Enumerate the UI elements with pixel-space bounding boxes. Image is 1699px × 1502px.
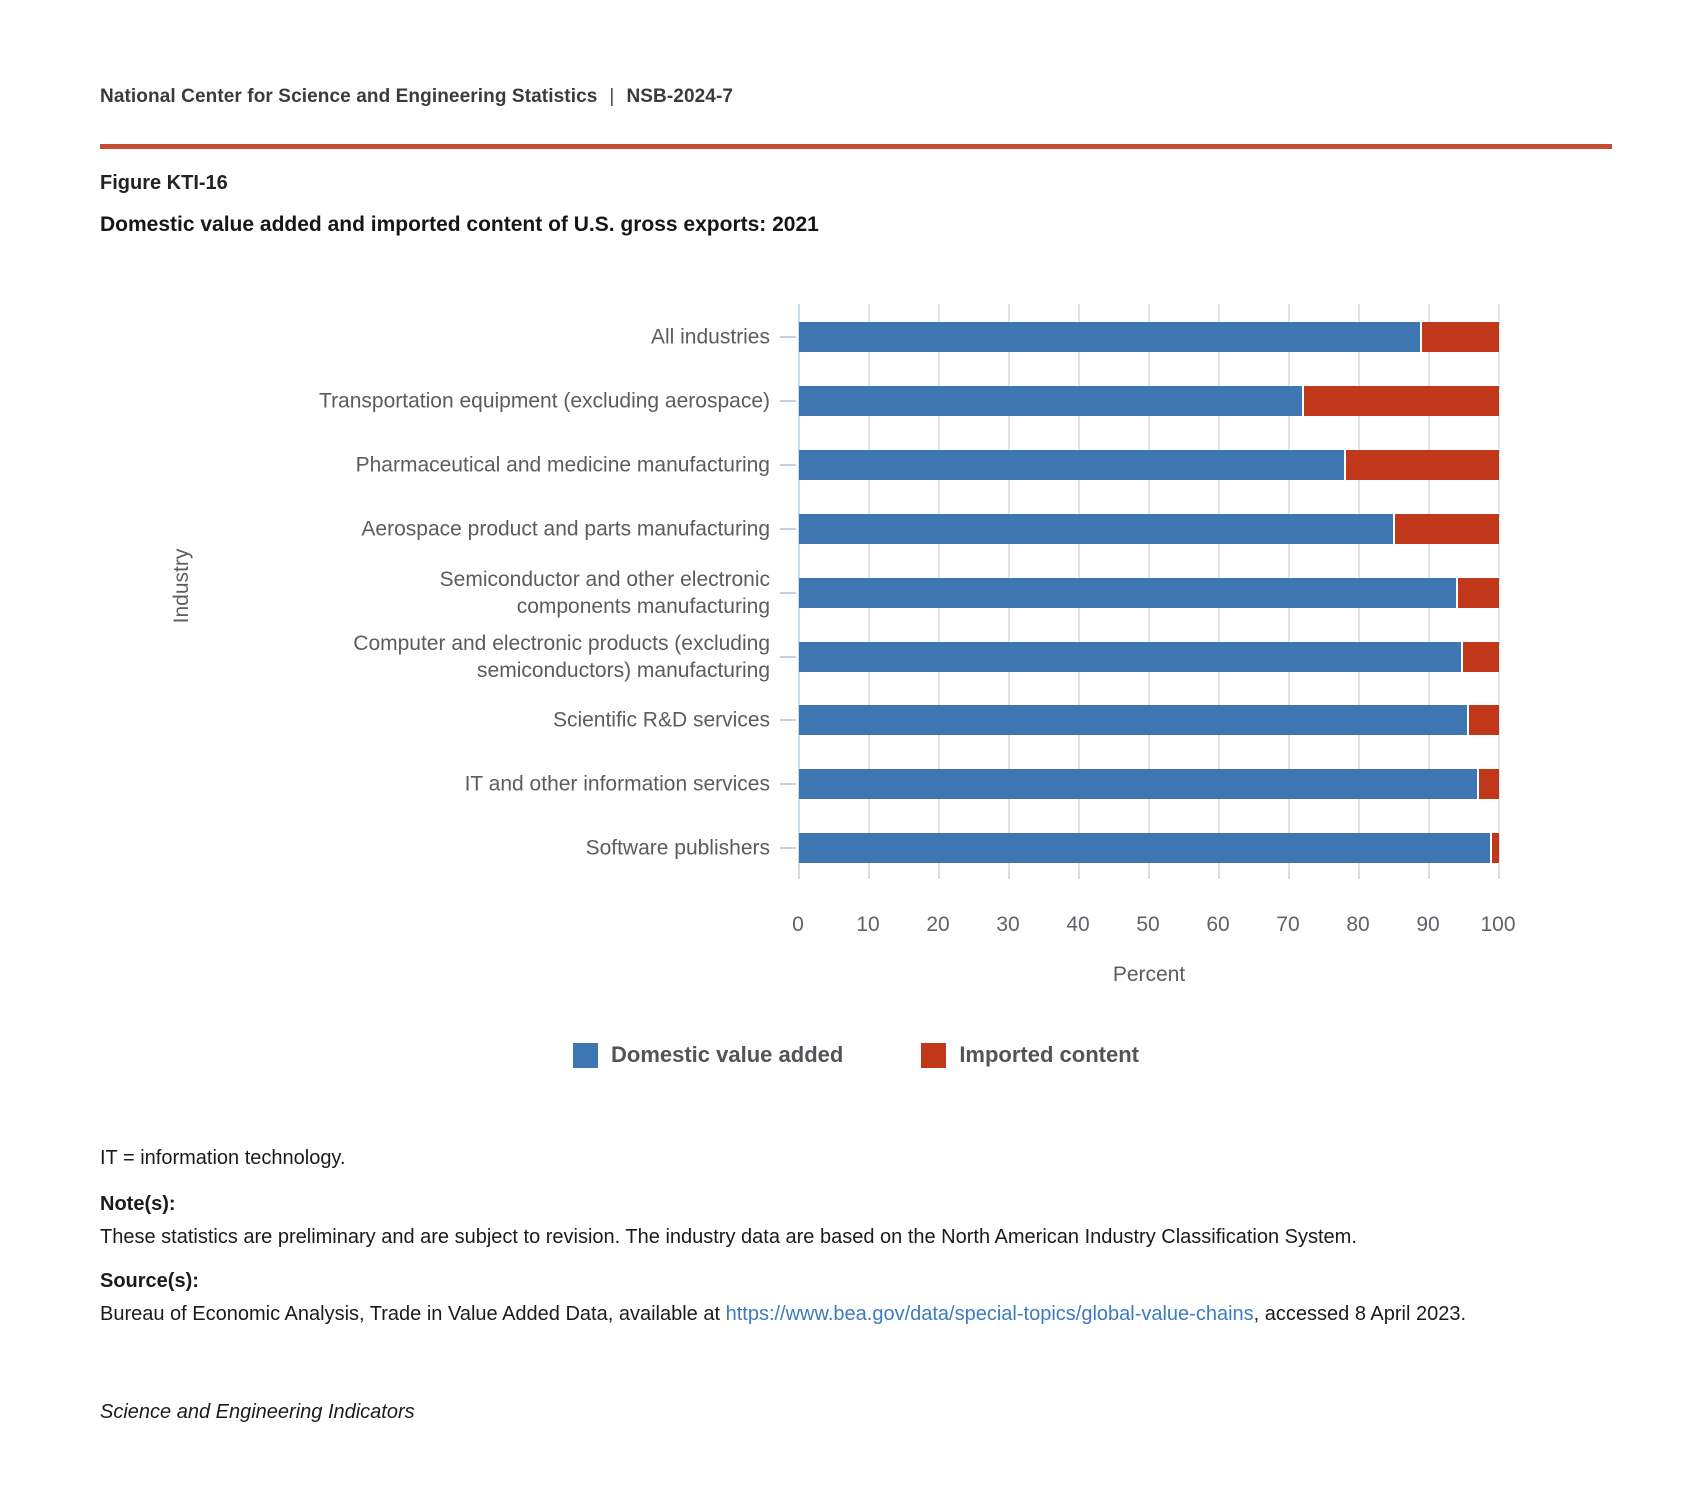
x-tick-label-100: 100 <box>1480 913 1516 936</box>
attribution: Science and Engineering Indicators <box>100 1401 415 1423</box>
x-tick-label-50: 50 <box>1136 913 1160 936</box>
figure-title: Domestic value added and imported conten… <box>100 213 819 236</box>
category-label: Semiconductor and other electronic compo… <box>439 567 770 618</box>
x-tick-mark <box>938 870 940 879</box>
category-label: Aerospace product and parts manufacturin… <box>361 517 770 541</box>
bar-imported-segment <box>1302 385 1499 416</box>
x-tick-label-20: 20 <box>926 913 950 936</box>
bar-domestic-segment <box>799 577 1457 608</box>
x-tick-mark <box>1148 870 1150 879</box>
category-label: IT and other information services <box>464 772 770 796</box>
x-tick-label-90: 90 <box>1416 913 1440 936</box>
bar-row <box>799 833 1499 864</box>
legend-item-imported: Imported content <box>921 1042 1139 1068</box>
header-report-id: NSB-2024-7 <box>626 86 734 107</box>
category-label: Scientific R&D services <box>552 708 770 732</box>
x-tick-label-30: 30 <box>996 913 1020 936</box>
x-tick-mark <box>1358 870 1360 879</box>
category-label: Computer and electronic products (exclud… <box>353 631 770 682</box>
bar-domestic-segment <box>799 769 1478 800</box>
source-block: Source(s): Bureau of Economic Analysis, … <box>100 1265 1612 1331</box>
source-text-post: , accessed 8 April 2023. <box>1253 1303 1467 1325</box>
gridline-100 <box>1498 304 1500 870</box>
x-tick-label-60: 60 <box>1206 913 1230 936</box>
bar-imported-segment <box>1466 705 1499 736</box>
bar-imported-segment <box>1456 577 1499 608</box>
chart-legend: Domestic value added Imported content <box>100 1042 1612 1068</box>
bar-imported-segment <box>1461 641 1499 672</box>
x-tick-mark <box>1428 870 1430 879</box>
x-axis-title: Percent <box>1112 963 1186 986</box>
bar-row <box>799 449 1499 480</box>
bar-row <box>799 769 1499 800</box>
x-tick-label-10: 10 <box>856 913 880 936</box>
notes-block: Note(s): These statistics are preliminar… <box>100 1188 1612 1254</box>
bar-domestic-segment <box>799 322 1420 352</box>
bar-domestic-segment <box>799 641 1462 672</box>
legend-label-imported: Imported content <box>959 1042 1139 1067</box>
y-tick-mark <box>780 591 796 594</box>
bar-imported-segment <box>1477 769 1499 800</box>
y-tick-mark <box>780 847 796 850</box>
figure-label: Figure KTI-16 <box>100 172 228 194</box>
bar-domestic-segment <box>799 385 1303 416</box>
bar-row <box>799 577 1499 608</box>
legend-label-domestic: Domestic value added <box>611 1042 844 1067</box>
bar-domestic-segment <box>799 833 1490 864</box>
y-tick-mark <box>780 399 796 402</box>
category-label: All industries <box>650 325 770 349</box>
bar-imported-segment <box>1489 833 1499 864</box>
page-header: National Center for Science and Engineer… <box>100 86 733 108</box>
legend-swatch-domestic <box>573 1042 598 1068</box>
y-tick-mark <box>780 463 796 466</box>
y-tick-mark <box>780 655 796 658</box>
bar-imported-segment <box>1392 513 1499 544</box>
footnote: IT = information technology. <box>100 1147 346 1169</box>
bar-row <box>799 705 1499 736</box>
x-tick-mark <box>1218 870 1220 879</box>
bar-row <box>799 641 1499 672</box>
x-tick-label-80: 80 <box>1346 913 1370 936</box>
bar-row <box>799 322 1499 352</box>
x-tick-mark <box>798 870 800 879</box>
bar-row <box>799 385 1499 416</box>
x-tick-mark <box>1008 870 1010 879</box>
bar-domestic-segment <box>799 705 1467 736</box>
category-label: Transportation equipment (excluding aero… <box>319 389 770 413</box>
bar-domestic-segment <box>799 513 1393 544</box>
legend-swatch-imported <box>921 1042 947 1068</box>
y-tick-mark <box>780 719 796 722</box>
x-tick-mark <box>1288 870 1290 879</box>
x-tick-mark <box>1498 870 1500 879</box>
header-org: National Center for Science and Engineer… <box>100 86 598 107</box>
bar-imported-segment <box>1343 449 1499 480</box>
category-label: Software publishers <box>585 836 770 860</box>
source-link[interactable]: https://www.bea.gov/data/special-topics/… <box>725 1303 1254 1325</box>
source-text: Bureau of Economic Analysis, Trade in Va… <box>100 1298 1612 1331</box>
notes-label: Note(s): <box>100 1193 176 1215</box>
x-tick-mark <box>868 870 870 879</box>
x-tick-label-70: 70 <box>1276 913 1300 936</box>
legend-item-domestic: Domestic value added <box>573 1042 843 1068</box>
source-text-pre: Bureau of Economic Analysis, Trade in Va… <box>100 1303 726 1325</box>
bar-row <box>799 513 1499 544</box>
category-label: Pharmaceutical and medicine manufacturin… <box>355 453 770 477</box>
y-tick-mark <box>780 336 796 338</box>
x-tick-label-0: 0 <box>792 913 804 936</box>
notes-text: These statistics are preliminary and are… <box>100 1226 1357 1248</box>
y-tick-mark <box>780 527 796 530</box>
x-tick-label-40: 40 <box>1066 913 1090 936</box>
accent-rule <box>100 144 1612 149</box>
bar-domestic-segment <box>799 449 1344 480</box>
bar-imported-segment <box>1419 322 1499 352</box>
x-tick-mark <box>1078 870 1080 879</box>
y-tick-mark <box>780 783 796 786</box>
source-label: Source(s): <box>100 1270 199 1292</box>
header-separator: | <box>609 86 615 107</box>
y-axis-title: Industry <box>170 548 193 624</box>
